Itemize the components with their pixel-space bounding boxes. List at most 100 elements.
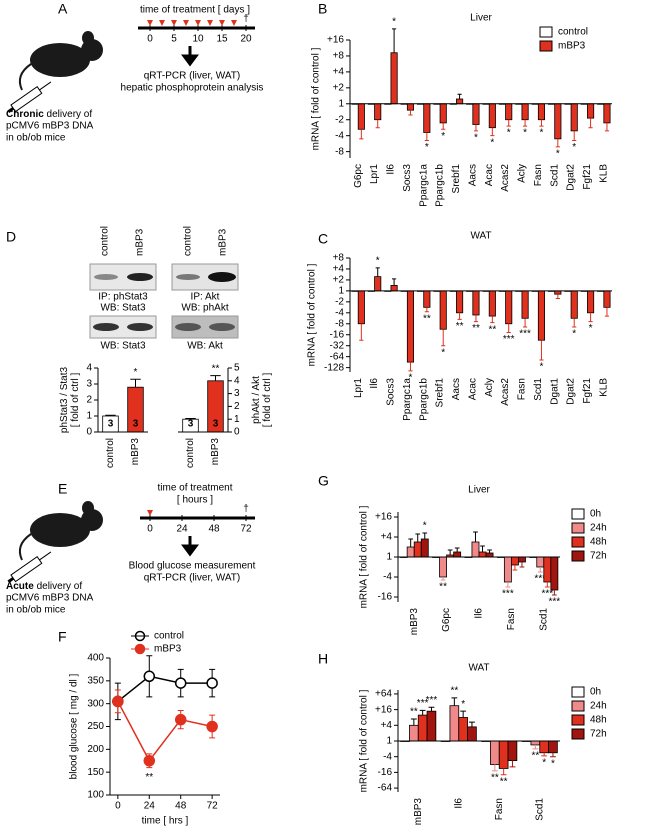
- error-bar: [359, 323, 364, 341]
- significance: ***: [502, 589, 514, 600]
- readout: Blood glucose measurement: [129, 561, 256, 572]
- panel-label: A: [58, 1, 68, 17]
- n-label: 3: [188, 419, 194, 430]
- bar: [536, 556, 545, 568]
- bar: [471, 541, 480, 558]
- significance: *: [474, 133, 478, 144]
- x-tick-label: G6pc: [441, 608, 452, 632]
- y-tick-label: 3: [86, 379, 92, 390]
- error-bar: [440, 577, 446, 581]
- treatment-marker: [147, 20, 153, 26]
- significance: *: [540, 128, 544, 139]
- series-line: [117, 675, 213, 702]
- error-bar: [506, 323, 511, 334]
- y-tick-label: 1: [338, 286, 344, 297]
- y-tick-label: -16: [330, 329, 345, 340]
- x-tick-label: Il6: [369, 378, 380, 389]
- bar: [439, 103, 447, 124]
- n-label: 3: [133, 419, 139, 430]
- readout: qRT-PCR (liver, WAT): [144, 71, 240, 82]
- timeline-tick-label: 20: [240, 34, 252, 45]
- x-tick-label: control: [185, 438, 196, 468]
- error-bar: [519, 562, 525, 568]
- error-bar: [375, 267, 380, 277]
- error-bar: [473, 315, 479, 323]
- error-bar: [441, 329, 446, 347]
- error-bar: [555, 138, 560, 148]
- y-axis-label: phAkt / Akt: [251, 376, 262, 424]
- bar: [423, 103, 431, 133]
- readout: qRT-PCR (liver, WAT): [144, 573, 240, 584]
- error-bar: [457, 312, 462, 320]
- x-tick-label: Socs3: [402, 164, 413, 192]
- y-tick-label: 4: [234, 375, 240, 386]
- legend-label: 72h: [590, 551, 607, 562]
- error-bar: [505, 582, 511, 588]
- chart-title: WAT: [468, 663, 489, 674]
- delivery-text: pCMV6 mBP3 DNA: [6, 121, 94, 132]
- bar: [439, 290, 447, 330]
- x-tick-label: Acas2: [500, 164, 511, 192]
- y-axis-label: mRNA [ fold of control ]: [307, 263, 318, 366]
- significance: *: [134, 367, 138, 378]
- x-tick-label: Socs3: [386, 378, 397, 406]
- significance: *: [409, 373, 413, 384]
- treatment-marker: [231, 20, 237, 26]
- endpoint-mark: †: [243, 504, 249, 515]
- lane-label: mBP3: [135, 228, 146, 256]
- x-tick-label: Ppargc1b: [418, 378, 429, 421]
- bar: [587, 103, 595, 119]
- bar: [423, 290, 431, 308]
- error-bar: [522, 119, 528, 127]
- endpoint-mark: †: [243, 14, 249, 25]
- y-axis-label: mRNA [ fold of control ]: [311, 47, 322, 150]
- error-bar: [422, 532, 428, 539]
- x-tick-label: mBP3: [130, 438, 141, 466]
- error-bar: [473, 531, 478, 542]
- bar: [548, 740, 558, 754]
- timeline-tick-label: 10: [192, 34, 204, 45]
- significance: **: [423, 313, 431, 324]
- error-bar: [460, 710, 467, 718]
- error-bar: [555, 294, 560, 300]
- significance: *: [551, 758, 555, 769]
- blot-images: [89, 263, 239, 339]
- y-tick-label: +2: [333, 82, 345, 93]
- x-tick-label: Acly: [484, 378, 495, 397]
- legend-swatch: [539, 26, 553, 38]
- delivery-bold: Acute: [6, 581, 34, 592]
- x-tick-label: Scd1: [549, 164, 560, 187]
- bar: [488, 103, 496, 129]
- x-tick-label: Dgat2: [566, 164, 577, 191]
- bar: [507, 740, 518, 762]
- bar: [374, 103, 382, 121]
- panel-label: B: [318, 1, 327, 17]
- error-bar: [532, 744, 539, 750]
- x-tick-label: Il6: [453, 798, 464, 809]
- error-bar: [539, 119, 544, 127]
- y-tick-label: +16: [375, 512, 392, 523]
- legend-label: 24h: [590, 701, 607, 712]
- y-tick-label: -16: [378, 767, 393, 778]
- y-tick-label: 1: [386, 736, 392, 747]
- panel-label: G: [318, 473, 329, 489]
- x-tick-label: Lpr1: [353, 378, 364, 398]
- error-bar: [457, 93, 462, 99]
- y-tick-label: +16: [327, 35, 344, 46]
- y-tick-label: -128: [324, 362, 344, 373]
- x-tick-label: Srebf1: [435, 378, 446, 408]
- y-tick-label: 400: [87, 653, 104, 664]
- bar: [472, 290, 480, 316]
- point: [112, 695, 124, 708]
- significance: *: [589, 323, 593, 334]
- chart-title: WAT: [470, 231, 491, 242]
- bar: [518, 556, 526, 563]
- error-bar: [428, 706, 435, 712]
- x-tick-label: Ppargc1a: [402, 378, 413, 421]
- bar: [453, 551, 462, 558]
- bar: [478, 551, 487, 558]
- blot-caption: WB: Stat3: [100, 303, 145, 314]
- x-tick-label: Scd1: [533, 378, 544, 401]
- y-tick-label: +8: [333, 51, 345, 62]
- delivery-bold: Chronic: [6, 109, 44, 120]
